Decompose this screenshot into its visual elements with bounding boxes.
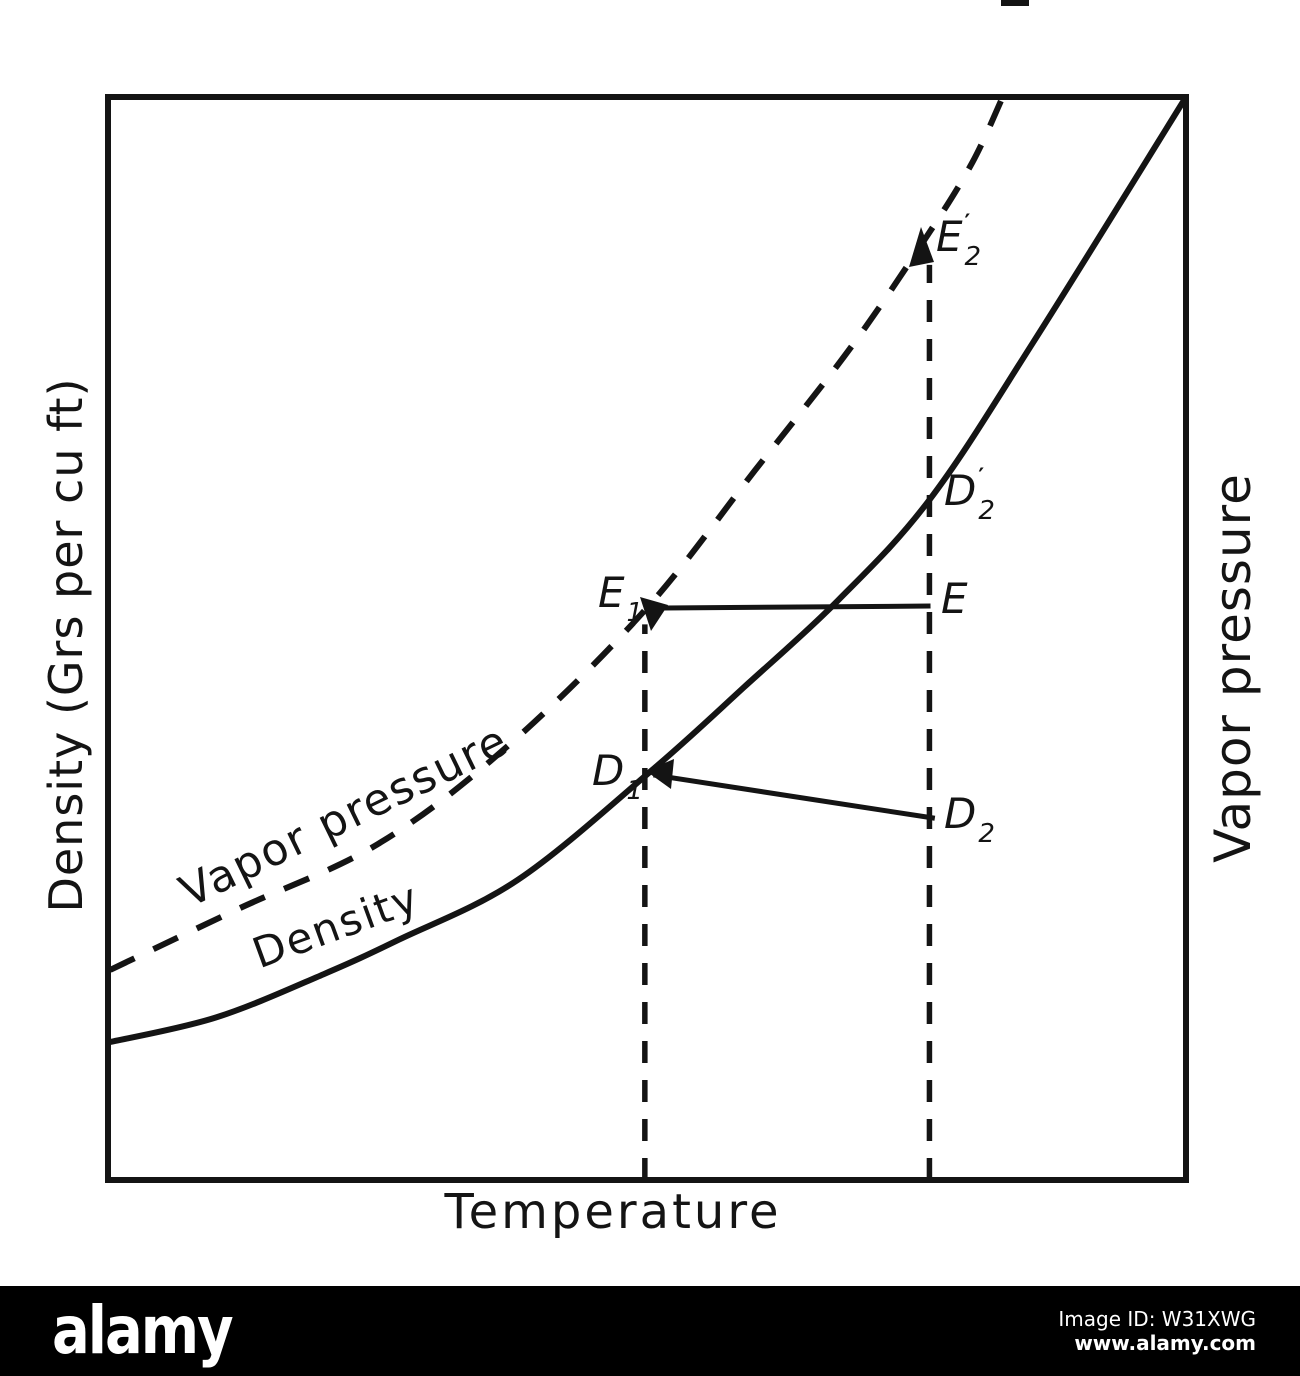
point-label-e2-prime: E ′ 2 xyxy=(936,211,982,272)
point-label-e: E xyxy=(941,574,968,623)
watermark-bar: alamy Image ID: W31XWG www.alamy.com xyxy=(0,1286,1300,1376)
density-change-line xyxy=(653,772,936,821)
arrowhead-d1-icon xyxy=(646,759,674,789)
point-label-d2: D 2 xyxy=(944,789,995,849)
constant-vapor-pressure-line xyxy=(648,603,931,611)
y-axis-right-label: Vapor pressure xyxy=(1204,473,1262,863)
alamy-logo: alamy xyxy=(52,1292,234,1370)
watermark-info: Image ID: W31XWG www.alamy.com xyxy=(1058,1307,1256,1355)
point-label-e1: E 1 xyxy=(598,568,644,628)
point-label-d2-prime: D ′ 2 xyxy=(944,465,995,526)
x-axis-label: Temperature xyxy=(444,1184,782,1240)
point-label-d1: D 1 xyxy=(592,746,643,806)
vapor-pressure-curve xyxy=(108,95,1006,973)
scan-artifact-mark xyxy=(1001,0,1029,6)
watermark-image-id: Image ID: W31XWG xyxy=(1058,1307,1256,1331)
y-axis-left-label: Density (Grs per cu ft) xyxy=(39,377,93,913)
density-curve xyxy=(105,94,1189,1046)
arrowhead-e1-icon xyxy=(640,597,668,631)
watermark-url: www.alamy.com xyxy=(1074,1331,1256,1355)
arrowhead-e2-prime-icon xyxy=(909,227,934,267)
